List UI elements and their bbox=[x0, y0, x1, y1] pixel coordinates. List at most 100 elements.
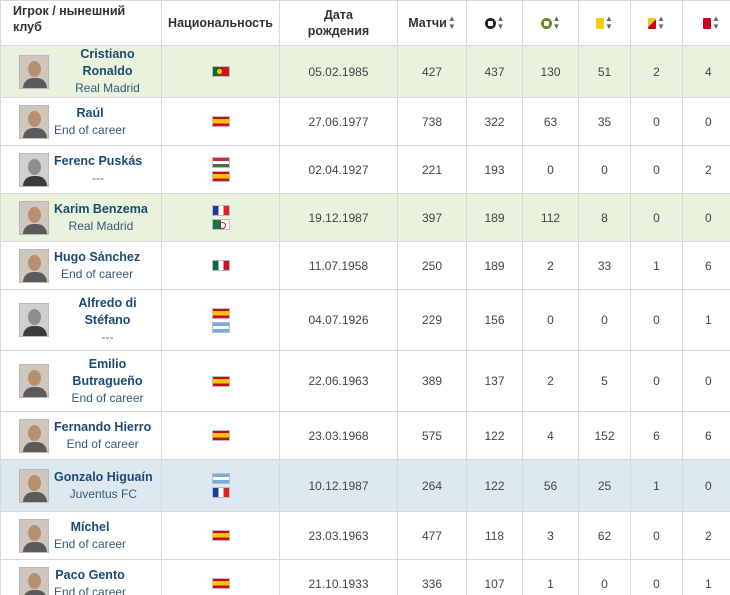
player-photo[interactable] bbox=[19, 303, 49, 337]
table-row[interactable]: Fernando Hierro End of career 23.03.1968 57… bbox=[0, 411, 730, 460]
cell-dob: 19.12.1987 bbox=[279, 193, 398, 242]
cell-matches: 250 bbox=[397, 241, 467, 290]
cell-matches: 229 bbox=[397, 289, 467, 351]
cell-red: 0 bbox=[682, 97, 730, 146]
header-player-label: Игрок / нынешний клуб bbox=[13, 4, 126, 34]
player-name-link[interactable]: Paco Gento bbox=[55, 567, 125, 582]
player-club-link[interactable]: Real Madrid bbox=[68, 218, 134, 233]
player-photo[interactable] bbox=[19, 104, 49, 139]
header-player[interactable]: Игрок / нынешний клуб bbox=[0, 0, 162, 46]
player-photo[interactable] bbox=[19, 518, 49, 553]
player-club-link[interactable]: End of career bbox=[61, 266, 134, 281]
player-name-link[interactable]: Alfredo di Stéfano bbox=[78, 295, 137, 327]
table-row[interactable]: Emilio Butragueño End of career 22.06.1963… bbox=[0, 350, 730, 412]
header-yellow[interactable]: ▲ ▼ bbox=[578, 0, 631, 46]
sort-arrows-icon[interactable]: ▲ ▼ bbox=[712, 14, 720, 32]
cell-nationality bbox=[161, 511, 280, 560]
table-row[interactable]: Ferenc Puskás --- 02.04.1927 221 193 0 0 0 2 bbox=[0, 145, 730, 194]
sort-arrows-icon[interactable]: ▲ ▼ bbox=[552, 14, 561, 32]
cell-matches: 477 bbox=[397, 511, 467, 560]
player-name-link[interactable]: Gonzalo Higuaín bbox=[54, 469, 153, 484]
header-assists[interactable]: ▲ ▼ bbox=[522, 0, 579, 46]
header-matches[interactable]: Матчи ▲ ▼ bbox=[397, 0, 467, 46]
table-row[interactable]: Raúl End of career 27.06.1977 738 322 63 35 0 0 bbox=[0, 97, 730, 146]
cell-matches: 336 bbox=[397, 559, 467, 595]
flag-france-icon bbox=[211, 205, 230, 216]
cell-yellow: 0 bbox=[578, 145, 631, 194]
cell-yellow-red: 0 bbox=[630, 97, 683, 146]
cell-player: Cristiano Ronaldo Real Madrid bbox=[0, 45, 162, 98]
cell-yellow: 25 bbox=[578, 459, 631, 512]
yellow-red-card-icon bbox=[648, 17, 657, 29]
cell-nationality bbox=[161, 45, 280, 98]
player-name-link[interactable]: Emilio Butragueño bbox=[72, 356, 143, 388]
player-club-link[interactable]: End of career bbox=[71, 390, 144, 405]
cell-dob: 27.06.1977 bbox=[279, 97, 398, 146]
player-name-link[interactable]: Raúl bbox=[76, 105, 104, 120]
cell-matches: 264 bbox=[397, 459, 467, 512]
player-club-link[interactable]: End of career bbox=[54, 536, 127, 551]
cell-yellow-red: 0 bbox=[630, 559, 683, 595]
cell-goals: 107 bbox=[466, 559, 523, 595]
cell-player: Alfredo di Stéfano --- bbox=[0, 289, 162, 351]
cell-yellow-red: 6 bbox=[630, 411, 683, 460]
flag-algeria-icon bbox=[211, 219, 230, 230]
player-club-link[interactable]: End of career bbox=[54, 584, 127, 595]
player-photo[interactable] bbox=[19, 152, 49, 187]
flag-france-icon bbox=[211, 487, 230, 498]
player-club-link[interactable]: End of career bbox=[66, 436, 139, 451]
table-row[interactable]: Cristiano Ronaldo Real Madrid 05.02.1985 42… bbox=[0, 45, 730, 98]
player-name-link[interactable]: Cristiano Ronaldo bbox=[80, 47, 135, 78]
player-photo[interactable] bbox=[19, 54, 49, 89]
sort-arrows-icon[interactable]: ▲ ▼ bbox=[447, 14, 456, 32]
cell-player: Karim Benzema Real Madrid bbox=[0, 193, 162, 242]
table-row[interactable]: Hugo Sánchez End of career 11.07.1958 250 18… bbox=[0, 241, 730, 290]
cell-player: Fernando Hierro End of career bbox=[0, 411, 162, 460]
player-club-link[interactable]: --- bbox=[101, 329, 114, 344]
player-photo[interactable] bbox=[19, 566, 49, 595]
cell-goals: 189 bbox=[466, 241, 523, 290]
player-name-link[interactable]: Karim Benzema bbox=[54, 201, 148, 216]
player-club-link[interactable]: Real Madrid bbox=[75, 81, 140, 95]
player-photo[interactable] bbox=[19, 468, 49, 503]
cell-assists: 130 bbox=[522, 45, 579, 98]
player-club-link[interactable]: Juventus FC bbox=[69, 486, 137, 501]
sort-arrows-icon[interactable]: ▲ ▼ bbox=[496, 14, 505, 32]
ball-icon bbox=[484, 17, 496, 29]
player-photo[interactable] bbox=[19, 364, 49, 398]
table-row[interactable]: Gonzalo Higuaín Juventus FC 10.12.1987 264 1… bbox=[0, 459, 730, 512]
cell-matches: 575 bbox=[397, 411, 467, 460]
cell-yellow-red: 2 bbox=[630, 45, 683, 98]
assist-ball-icon bbox=[540, 17, 552, 29]
cell-assists: 56 bbox=[522, 459, 579, 512]
player-photo[interactable] bbox=[19, 248, 49, 283]
cell-matches: 221 bbox=[397, 145, 467, 194]
player-photo[interactable] bbox=[19, 200, 49, 235]
header-nationality-label: Национальность bbox=[168, 16, 273, 30]
sort-arrows-icon[interactable]: ▲ ▼ bbox=[605, 14, 613, 32]
table-row[interactable]: Paco Gento End of career 21.10.1933 336 107 1… bbox=[0, 559, 730, 595]
cell-nationality bbox=[161, 459, 280, 512]
header-goals[interactable]: ▲ ▼ bbox=[466, 0, 523, 46]
cell-yellow-red: 0 bbox=[630, 145, 683, 194]
player-name-link[interactable]: Míchel bbox=[70, 519, 110, 534]
player-club-link[interactable]: --- bbox=[92, 170, 105, 185]
player-name-link[interactable]: Fernando Hierro bbox=[54, 419, 152, 434]
cell-yellow-red: 1 bbox=[630, 241, 683, 290]
table-row[interactable]: Alfredo di Stéfano --- 04.07.1926 229 156 0 0 0… bbox=[0, 289, 730, 351]
sort-arrows-icon[interactable]: ▲ ▼ bbox=[657, 14, 665, 32]
player-name-link[interactable]: Hugo Sánchez bbox=[54, 249, 141, 264]
cell-yellow-red: 0 bbox=[630, 511, 683, 560]
table-row[interactable]: Karim Benzema Real Madrid 19.12.1987 397 189… bbox=[0, 193, 730, 242]
cell-nationality bbox=[161, 97, 280, 146]
cell-nationality bbox=[161, 411, 280, 460]
flag-spain-icon bbox=[211, 578, 230, 589]
header-yellow-red[interactable]: ▲ ▼ bbox=[630, 0, 683, 46]
player-club-link[interactable]: End of career bbox=[54, 122, 127, 137]
cell-red: 0 bbox=[682, 350, 730, 412]
header-red[interactable]: ▲ ▼ bbox=[682, 0, 730, 46]
cell-dob: 11.07.1958 bbox=[279, 241, 398, 290]
player-name-link[interactable]: Ferenc Puskás bbox=[54, 153, 143, 168]
table-row[interactable]: Míchel End of career 23.03.1963 477 118 3 62 0 2 bbox=[0, 511, 730, 560]
player-photo[interactable] bbox=[19, 418, 49, 453]
